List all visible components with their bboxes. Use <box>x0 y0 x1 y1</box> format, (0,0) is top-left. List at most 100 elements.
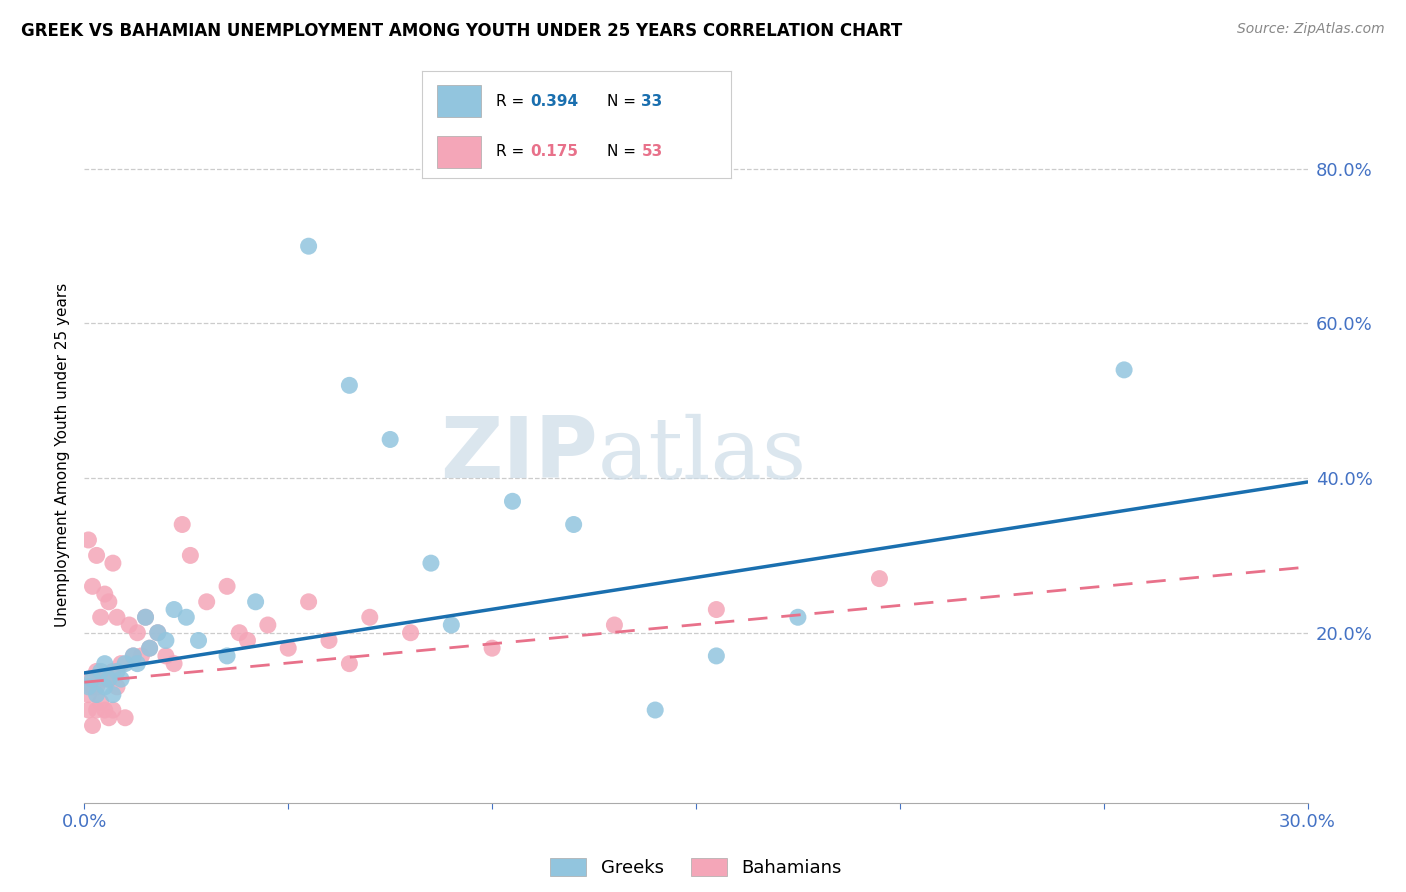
Point <box>245 595 267 609</box>
Point <box>217 579 239 593</box>
Point <box>380 433 402 447</box>
Point <box>603 618 626 632</box>
Text: N =: N = <box>607 94 641 109</box>
Point <box>77 680 100 694</box>
Point <box>97 672 120 686</box>
Text: R =: R = <box>496 94 529 109</box>
Point <box>93 672 117 686</box>
Point <box>82 579 104 593</box>
Point <box>110 657 132 671</box>
Point <box>187 633 209 648</box>
Point <box>163 602 186 616</box>
Point <box>110 672 132 686</box>
Point <box>228 625 250 640</box>
Point <box>179 549 201 563</box>
Point <box>90 695 112 709</box>
Point <box>82 718 104 732</box>
Point <box>787 610 810 624</box>
Point <box>122 648 145 663</box>
Point <box>644 703 666 717</box>
Point <box>105 680 128 694</box>
Point <box>176 610 198 624</box>
Point <box>135 610 157 624</box>
Point <box>77 703 100 717</box>
Point <box>339 378 361 392</box>
Point <box>101 688 124 702</box>
Point <box>86 680 108 694</box>
Point <box>101 556 124 570</box>
Text: R =: R = <box>496 145 529 159</box>
Point <box>146 625 169 640</box>
Text: 0.394: 0.394 <box>530 94 578 109</box>
FancyBboxPatch shape <box>437 136 481 168</box>
Point <box>138 641 160 656</box>
Point <box>359 610 381 624</box>
Point <box>93 680 117 694</box>
Point <box>195 595 218 609</box>
Point <box>163 657 186 671</box>
Point <box>257 618 280 632</box>
Point <box>217 648 239 663</box>
Point <box>131 648 153 663</box>
Point <box>127 657 149 671</box>
Point <box>90 610 112 624</box>
Text: 0.175: 0.175 <box>530 145 578 159</box>
Point <box>105 610 128 624</box>
Point <box>82 672 104 686</box>
Point <box>77 688 100 702</box>
Point <box>127 625 149 640</box>
Point <box>420 556 443 570</box>
Point <box>138 641 160 656</box>
Point <box>318 633 340 648</box>
Point <box>97 595 120 609</box>
Text: Source: ZipAtlas.com: Source: ZipAtlas.com <box>1237 22 1385 37</box>
Point <box>90 665 112 679</box>
Point <box>155 648 177 663</box>
Point <box>101 665 124 679</box>
Y-axis label: Unemployment Among Youth under 25 years: Unemployment Among Youth under 25 years <box>55 283 70 627</box>
Text: 53: 53 <box>641 145 662 159</box>
Point <box>82 680 104 694</box>
Point <box>135 610 157 624</box>
Point <box>298 595 321 609</box>
Point <box>339 657 361 671</box>
Point <box>101 703 124 717</box>
Point <box>236 633 259 648</box>
Point <box>172 517 194 532</box>
Point <box>502 494 524 508</box>
Point <box>105 665 128 679</box>
Text: 33: 33 <box>641 94 662 109</box>
Text: N =: N = <box>607 145 641 159</box>
FancyBboxPatch shape <box>437 86 481 118</box>
Point <box>146 625 169 640</box>
Point <box>440 618 463 632</box>
Point <box>93 657 117 671</box>
Point <box>562 517 585 532</box>
Point <box>97 711 120 725</box>
Point <box>86 549 108 563</box>
Point <box>298 239 321 253</box>
Point <box>155 633 177 648</box>
Point <box>90 672 112 686</box>
Point <box>86 665 108 679</box>
Point <box>869 572 891 586</box>
Point <box>97 672 120 686</box>
Point <box>93 703 117 717</box>
Point <box>77 672 100 686</box>
Point <box>1114 363 1136 377</box>
Point <box>118 618 141 632</box>
Legend: Greeks, Bahamians: Greeks, Bahamians <box>543 850 849 884</box>
Text: ZIP: ZIP <box>440 413 598 497</box>
Point <box>114 711 136 725</box>
Point <box>277 641 299 656</box>
Point <box>481 641 503 656</box>
Point <box>114 657 136 671</box>
Text: GREEK VS BAHAMIAN UNEMPLOYMENT AMONG YOUTH UNDER 25 YEARS CORRELATION CHART: GREEK VS BAHAMIAN UNEMPLOYMENT AMONG YOU… <box>21 22 903 40</box>
Point <box>86 688 108 702</box>
Point <box>399 625 422 640</box>
Point <box>706 648 728 663</box>
Point <box>86 703 108 717</box>
Point <box>77 533 100 547</box>
Point <box>122 648 145 663</box>
Text: atlas: atlas <box>598 413 807 497</box>
